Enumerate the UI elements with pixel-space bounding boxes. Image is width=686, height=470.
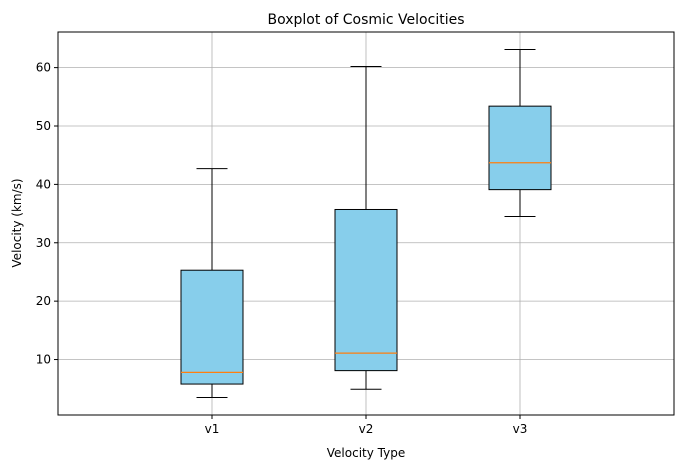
- y-tick-label: 20: [36, 294, 51, 308]
- x-tick-label: v1: [205, 422, 220, 436]
- x-axis-label: Velocity Type: [327, 446, 405, 460]
- y-tick-label: 50: [36, 119, 51, 133]
- y-axis-label: Velocity (km/s): [10, 178, 24, 267]
- box-v3: [488, 105, 552, 191]
- box-layer: [180, 49, 552, 398]
- x-tick-label: v2: [359, 422, 374, 436]
- y-tick-label: 10: [36, 353, 51, 367]
- y-tick-label: 30: [36, 236, 51, 250]
- x-tick-label: v3: [513, 422, 528, 436]
- box-v2: [334, 208, 398, 372]
- y-tick-label: 40: [36, 177, 51, 191]
- tick-layer: 10 20 30 40 50 60 v1 v2 v3: [36, 61, 528, 436]
- chart-title: Boxplot of Cosmic Velocities: [268, 12, 465, 28]
- box-v1: [180, 269, 244, 385]
- y-tick-label: 60: [36, 61, 51, 75]
